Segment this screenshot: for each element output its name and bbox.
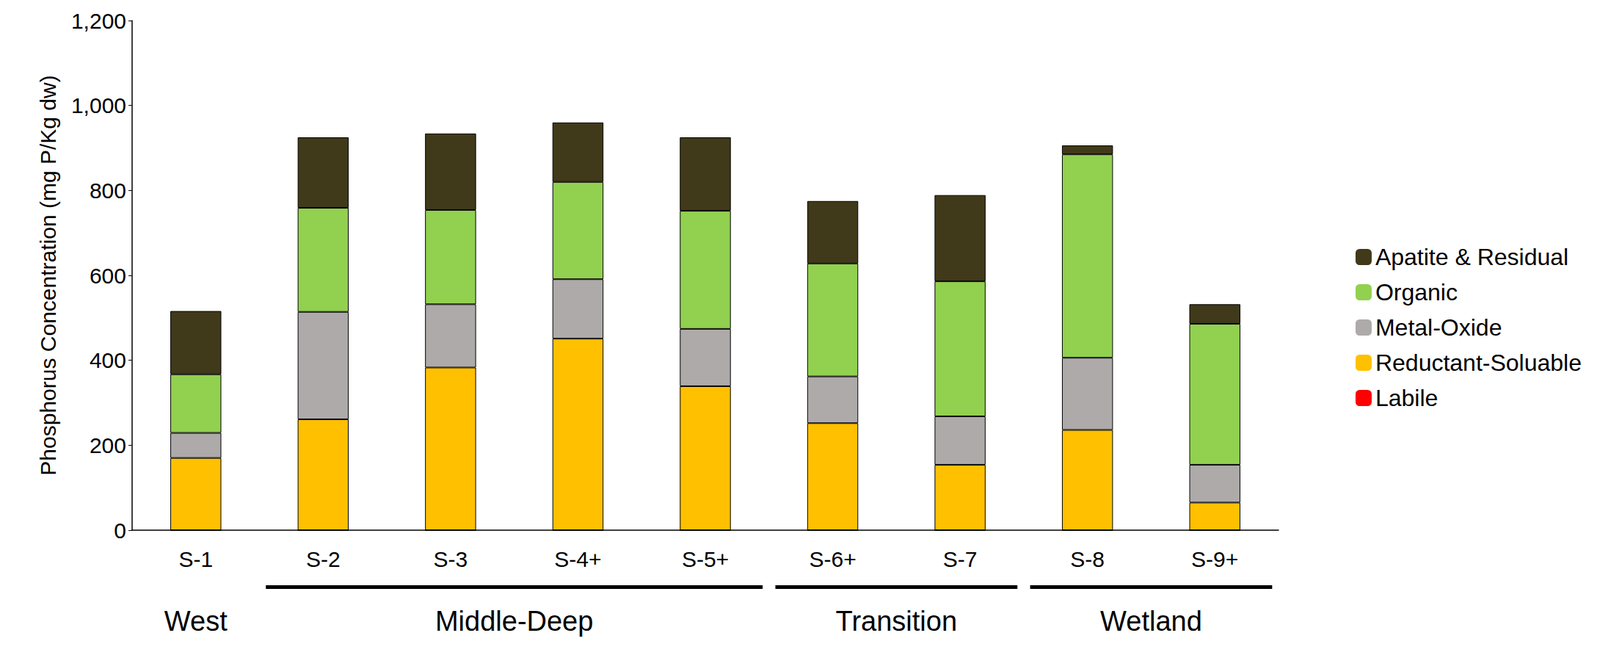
svg-text:S-4+: S-4+ [554,546,602,572]
svg-text:S-6+: S-6+ [808,546,856,572]
svg-text:Organic: Organic [1375,278,1458,306]
svg-text:Wetland: Wetland [1100,605,1203,637]
svg-text:Apatite & Residual: Apatite & Residual [1375,243,1569,271]
svg-text:Labile: Labile [1375,384,1438,412]
svg-text:Reductant-Soluable: Reductant-Soluable [1375,349,1582,376]
svg-text:S-9+: S-9+ [1191,546,1239,572]
svg-text:200: 200 [89,433,127,458]
svg-text:Phosphorus Concentration (mg P: Phosphorus Concentration (mg P/Kg dw) [35,74,61,475]
svg-text:1,000: 1,000 [71,93,127,118]
svg-text:Transition: Transition [835,605,958,637]
svg-text:Middle-Deep: Middle-Deep [435,605,594,637]
svg-text:1,200: 1,200 [71,8,127,34]
svg-text:400: 400 [89,347,127,373]
svg-text:S-5+: S-5+ [681,546,729,572]
svg-text:West: West [164,605,228,637]
svg-text:800: 800 [89,178,127,203]
svg-text:S-7: S-7 [943,546,978,572]
svg-text:S-2: S-2 [306,546,341,572]
svg-text:Metal-Oxide: Metal-Oxide [1375,314,1503,341]
svg-text:S-8: S-8 [1070,546,1105,572]
svg-text:S-3: S-3 [433,546,469,572]
svg-text:S-1: S-1 [178,546,213,572]
svg-text:600: 600 [89,263,127,288]
svg-text:0: 0 [113,518,127,543]
